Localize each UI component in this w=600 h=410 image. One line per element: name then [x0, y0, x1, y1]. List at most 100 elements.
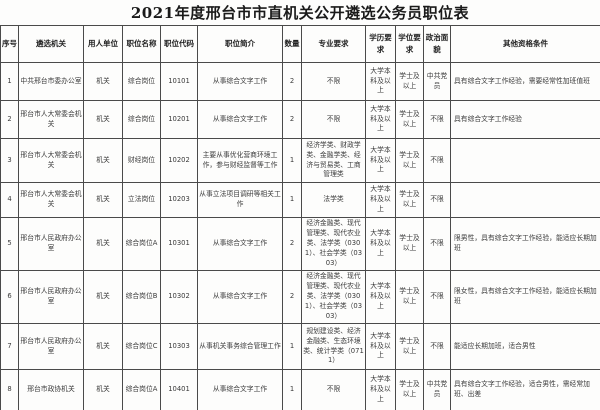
table-cell: 从事综合文字工作 [197, 62, 283, 101]
table-cell: 大学本科及以上 [365, 182, 396, 218]
table-cell: 机关 [83, 182, 123, 218]
table-cell: 财经岗位 [122, 138, 161, 183]
table-cell: 5 [0, 217, 19, 271]
table-cell: 不限 [423, 323, 451, 370]
table-cell: 邢台市人民政府办公室 [18, 217, 84, 271]
table-cell: 综合岗位 [122, 62, 161, 101]
table-cell: 3 [0, 138, 19, 183]
table-cell: 立法岗位 [122, 182, 161, 218]
table-cell: 学士及以上 [395, 270, 424, 324]
table-cell: 邢台市人大常委会机关 [18, 138, 84, 183]
table-cell: 6 [0, 270, 19, 324]
table-cell: 综合岗位A [122, 369, 161, 410]
table-cell: 具有综合文字工作经验 [450, 100, 600, 139]
table-cell: 学士及以上 [395, 62, 424, 101]
column-header: 专业要求 [301, 25, 366, 63]
table-cell: 学士及以上 [395, 138, 424, 183]
table-cell: 7 [0, 323, 19, 370]
column-header: 学历要求 [365, 25, 396, 63]
table-row: 5 邢台市人民政府办公室 机关 综合岗位A 10301 从事综合文字工作 2 经济金融类、现代… [0, 217, 600, 271]
column-header: 用人单位 [83, 25, 123, 63]
table-row: 4 邢台市人大常委会机关 机关 立法岗位 10203 从事立法项目调研等相关工作 1 法学类大… [0, 182, 600, 218]
column-header: 序号 [0, 25, 19, 63]
table-cell: 大学本科及以上 [365, 323, 396, 370]
table-cell: 邢台市人大常委会机关 [18, 182, 84, 218]
table-cell: 2 [0, 100, 19, 139]
table-cell: 学士及以上 [395, 100, 424, 139]
page-title: 2021年度邢台市市直机关公开遴选公务员职位表 [130, 4, 470, 22]
table-cell: 邢台市人民政府办公室 [18, 270, 84, 324]
table-cell: 学士及以上 [395, 182, 424, 218]
table-cell: 规划建设类、经济金融类、生态环境类、统计学类（0711） [301, 323, 366, 370]
table-cell: 综合岗位B [122, 270, 161, 324]
table-row: 8 邢台市政协机关 机关 综合岗位A 10401 从事综合文字工作 1 不限 大学本科及以上 学士… [0, 369, 600, 410]
table-cell: 经济金融类、现代管理类、现代农业类、法学类（0301）、社会学类（0303） [301, 270, 366, 324]
table-cell: 4 [0, 182, 19, 218]
table-cell: 大学本科及以上 [365, 100, 396, 139]
table-cell: 2 [282, 100, 302, 139]
table-cell: 从事立法项目调研等相关工作 [197, 182, 283, 218]
table-cell: 不限 [301, 369, 366, 410]
table-cell: 机关 [83, 270, 123, 324]
column-header: 遴选机关 [18, 25, 84, 63]
table-header-row: 序号 遴选机关 用人单位 职位名称 职位代码 职位简介 数量 专业要求 学历要求 学位要求 政治面貌… [0, 25, 600, 63]
table-cell: 不限 [301, 62, 366, 101]
table-cell [450, 138, 600, 183]
table-cell: 不限 [423, 217, 451, 271]
table-cell: 法学类 [301, 182, 366, 218]
column-header: 职位代码 [160, 25, 198, 63]
table-cell: 1 [282, 369, 302, 410]
table-cell: 从事机关事务综合管理工作 [197, 323, 283, 370]
table-cell: 综合岗位A [122, 217, 161, 271]
table-cell: 邢台市人大常委会机关 [18, 100, 84, 139]
column-header: 学位要求 [395, 25, 424, 63]
table-cell: 机关 [83, 62, 123, 101]
table-cell: 1 [0, 62, 19, 101]
table-cell: 限男性，具有综合文字工作经验，能适应长期加班 [450, 217, 600, 271]
table-cell: 大学本科及以上 [365, 62, 396, 101]
table-cell: 大学本科及以上 [365, 217, 396, 271]
table-cell: 1 [282, 182, 302, 218]
table-cell: 10101 [160, 62, 198, 101]
table-cell: 能适应长期加班，适合男性 [450, 323, 600, 370]
title-bar: 2021年度邢台市市直机关公开遴选公务员职位表 [0, 0, 600, 25]
table-cell: 经济学类、财政学类、金融学类、经济与贸易类、工商管理类 [301, 138, 366, 183]
table-cell: 大学本科及以上 [365, 369, 396, 410]
table-row: 1 中共邢台市委办公室 机关 综合岗位 10101 从事综合文字工作 2 不限 大学本科及以上学… [0, 62, 600, 101]
table-cell: 不限 [423, 270, 451, 324]
table-cell: 机关 [83, 323, 123, 370]
table-cell: 不限 [423, 100, 451, 139]
table-cell: 机关 [83, 217, 123, 271]
table-cell: 中共邢台市委办公室 [18, 62, 84, 101]
positions-table: 序号 遴选机关 用人单位 职位名称 职位代码 职位简介 数量 专业要求 学历要求 学位要求 政治面貌… [0, 25, 600, 410]
table-cell: 综合岗位C [122, 323, 161, 370]
table-cell: 机关 [83, 100, 123, 139]
table-cell: 学士及以上 [395, 217, 424, 271]
table-row: 7 邢台市人民政府办公室 机关 综合岗位C 10303 从事机关事务综合管理工作 1 规划建设… [0, 323, 600, 370]
table-cell: 中共党员 [423, 62, 451, 101]
column-header: 职位名称 [122, 25, 161, 63]
table-cell: 1 [282, 138, 302, 183]
column-header: 其他资格条件 [450, 25, 600, 63]
table-cell: 邢台市人民政府办公室 [18, 323, 84, 370]
table-cell: 学士及以上 [395, 323, 424, 370]
table-cell: 具有综合文字工作经验，适合男性，需经常加班、出差 [450, 369, 600, 410]
table-cell: 不限 [423, 182, 451, 218]
table-cell: 邢台市政协机关 [18, 369, 84, 410]
table-cell: 中共党员 [423, 369, 451, 410]
table-cell: 8 [0, 369, 19, 410]
table-cell: 10201 [160, 100, 198, 139]
table-row: 6 邢台市人民政府办公室 机关 综合岗位B 10302 从事综合文字工作 2 经济金融类、现代… [0, 270, 600, 324]
table-cell: 10301 [160, 217, 198, 271]
column-header: 职位简介 [197, 25, 283, 63]
table-cell: 综合岗位 [122, 100, 161, 139]
table-cell: 大学本科及以上 [365, 270, 396, 324]
table-cell: 10302 [160, 270, 198, 324]
table-cell: 2 [282, 270, 302, 324]
table-cell: 限女性，具有综合文字工作经验，能适应长期加班 [450, 270, 600, 324]
table-cell: 从事综合文字工作 [197, 100, 283, 139]
table-cell: 10401 [160, 369, 198, 410]
table-cell: 10203 [160, 182, 198, 218]
table-cell: 大学本科及以上 [365, 138, 396, 183]
table-cell: 学士及以上 [395, 369, 424, 410]
